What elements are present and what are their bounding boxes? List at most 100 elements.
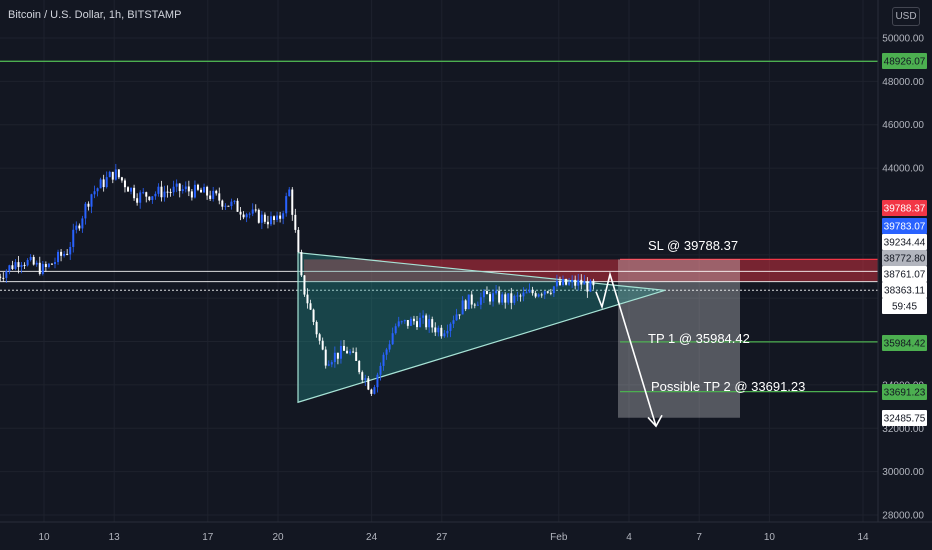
candle-body [580, 279, 583, 285]
candle-body [120, 177, 123, 181]
candle-body [400, 321, 403, 323]
candle-body [227, 205, 230, 207]
candle-body [461, 300, 464, 315]
candle-body [370, 389, 373, 394]
candle-body [285, 196, 288, 214]
candle-body [504, 294, 507, 303]
candle-body [5, 270, 8, 278]
price-tag-label: 33691.23 [884, 388, 926, 399]
candle-body [531, 289, 534, 294]
candle-body [434, 327, 437, 333]
candle-body [78, 225, 81, 229]
candle-body [175, 183, 178, 187]
price-tag-label: 35984.42 [884, 339, 926, 350]
candle-body [178, 183, 181, 192]
candle-body [75, 225, 78, 230]
candle-body [324, 349, 327, 366]
candle-body [397, 321, 400, 327]
candle-body [66, 253, 69, 255]
currency-button[interactable]: USD [892, 7, 920, 26]
candle-body [242, 214, 245, 218]
candle-body [184, 186, 187, 190]
candle-body [260, 214, 263, 223]
candle-body [452, 320, 455, 324]
candle-body [558, 280, 561, 286]
grid [0, 0, 878, 522]
candle-body [257, 209, 260, 223]
candle-body [412, 318, 415, 322]
candle-body [565, 279, 568, 285]
time-tick-label: 7 [696, 532, 702, 543]
candle-body [318, 334, 321, 341]
candle-body [2, 277, 5, 279]
candle-body [190, 191, 193, 198]
candle-body [282, 213, 285, 219]
price-tag [882, 250, 927, 266]
candle-body [300, 252, 303, 276]
candle-body [203, 186, 206, 193]
candle-body [8, 265, 11, 271]
price-tag [882, 410, 927, 426]
price-tag [882, 335, 927, 351]
candle-body [136, 198, 139, 203]
candle-body [53, 262, 56, 265]
candle-body [458, 314, 461, 316]
candle-body [254, 209, 257, 211]
candle-body [127, 187, 130, 192]
price-tick-label: 30000.00 [882, 467, 924, 478]
candle-body [306, 294, 309, 304]
time-tick-label: Feb [550, 532, 568, 543]
candle-body [84, 203, 87, 219]
price-tag [882, 218, 927, 234]
candle-body [288, 189, 291, 197]
time-tick-label: 17 [202, 532, 214, 543]
candle-body [193, 184, 196, 198]
candle-body [17, 262, 20, 268]
candle-body [528, 289, 531, 293]
candle-body [218, 193, 221, 201]
price-tag [882, 282, 927, 298]
candle-body [376, 374, 379, 388]
candle-body [172, 186, 175, 193]
candle-body [60, 251, 63, 256]
candle-body [233, 200, 236, 202]
candle-body [549, 292, 552, 294]
candle-body [361, 372, 364, 380]
candle-body [312, 309, 315, 322]
time-tick-label: 20 [272, 532, 284, 543]
price-axis: 50000.0048000.0046000.0044000.0034000.00… [877, 0, 927, 522]
candle-body [346, 350, 349, 354]
candle-body [379, 365, 382, 375]
projection-arrowhead [647, 414, 663, 428]
candle-body [160, 186, 163, 198]
triangle-pattern [297, 251, 666, 404]
candle-body [87, 203, 90, 207]
candle-body [367, 378, 370, 390]
candle-body [81, 218, 84, 229]
candle-body [108, 171, 111, 178]
candle-body [525, 292, 528, 294]
candle-body [470, 294, 473, 305]
candle-body [355, 352, 358, 361]
candle-body [586, 281, 589, 292]
candle-body [495, 290, 498, 294]
candle-body [96, 188, 99, 192]
candle-body [35, 262, 38, 265]
candle-body [230, 201, 233, 207]
candle-body [169, 191, 172, 193]
candle-body [382, 354, 385, 366]
candle-body [352, 351, 355, 353]
price-tag-label: 39783.07 [884, 222, 926, 233]
price-tick-label: 32000.00 [882, 424, 924, 435]
candle-body [212, 190, 215, 199]
candle-body [543, 291, 546, 295]
candle-body [522, 292, 525, 297]
price-tag-label: 39234.44 [884, 238, 926, 249]
candle-body [342, 345, 345, 351]
candle-body [279, 215, 282, 219]
candle-body [546, 291, 549, 293]
candle-body [510, 293, 513, 303]
candle-body [592, 280, 595, 286]
candle-body [571, 279, 574, 283]
